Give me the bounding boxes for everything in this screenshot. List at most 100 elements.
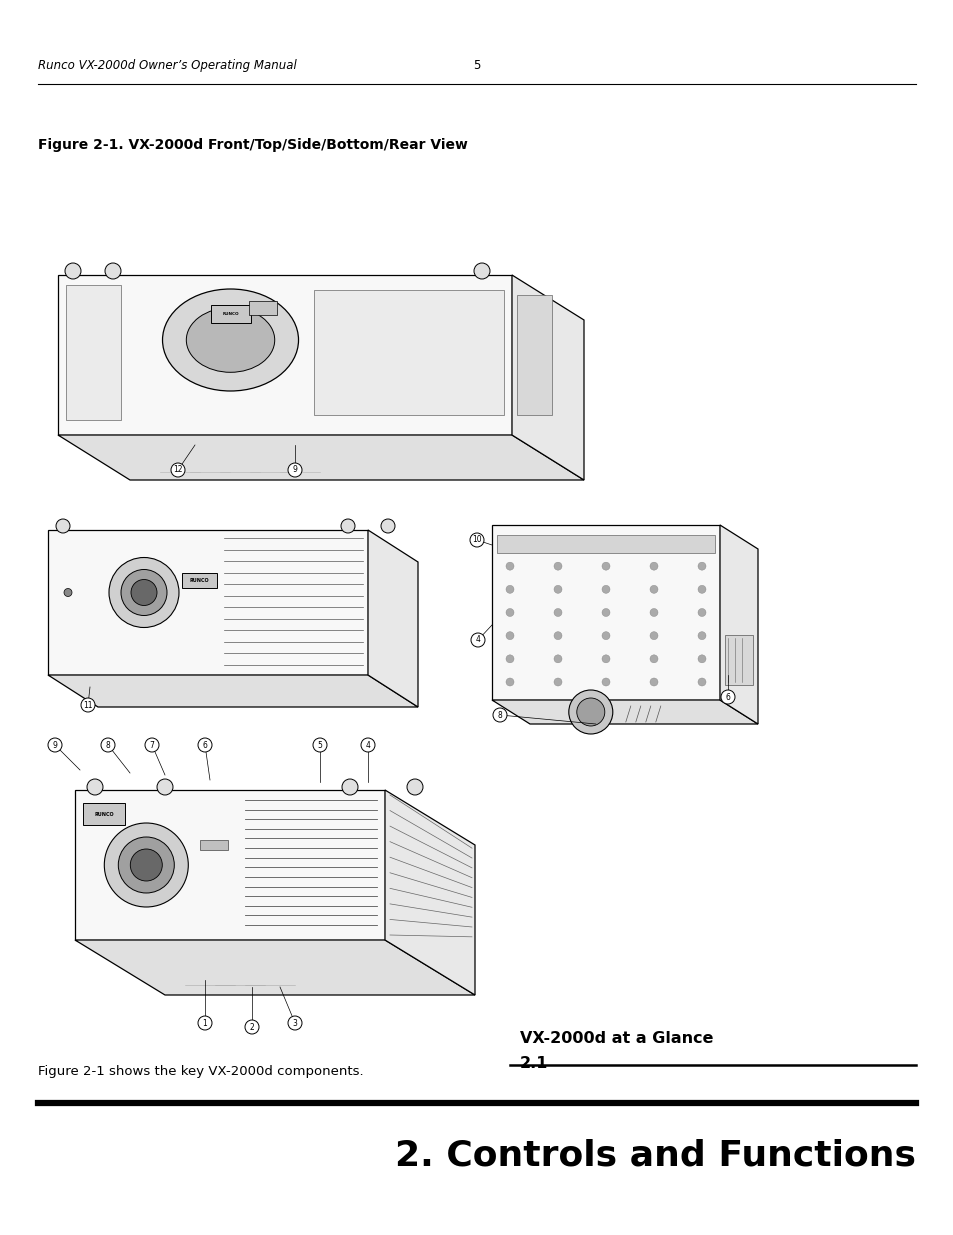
Circle shape (554, 585, 561, 593)
Polygon shape (492, 525, 720, 700)
Text: 5: 5 (473, 59, 480, 73)
FancyBboxPatch shape (314, 290, 503, 415)
FancyBboxPatch shape (497, 535, 714, 553)
Circle shape (157, 779, 172, 795)
Text: 5: 5 (317, 741, 322, 750)
Circle shape (121, 569, 167, 615)
Circle shape (380, 519, 395, 534)
Text: 11: 11 (83, 700, 92, 709)
Circle shape (554, 609, 561, 616)
Text: RUNCO: RUNCO (189, 578, 209, 583)
FancyBboxPatch shape (83, 803, 125, 825)
Text: Figure 2-1 shows the key VX-2000d components.: Figure 2-1 shows the key VX-2000d compon… (38, 1065, 363, 1078)
Text: 7: 7 (150, 741, 154, 750)
Circle shape (104, 823, 188, 906)
Circle shape (554, 631, 561, 640)
Text: RUNCO: RUNCO (222, 312, 238, 316)
Circle shape (601, 585, 609, 593)
Polygon shape (48, 530, 368, 676)
Circle shape (601, 631, 609, 640)
Circle shape (601, 655, 609, 663)
Circle shape (698, 538, 705, 547)
Text: Figure 2-1. VX-2000d Front/Top/Side/Bottom/Rear View: Figure 2-1. VX-2000d Front/Top/Side/Bott… (38, 138, 468, 152)
Circle shape (554, 678, 561, 685)
Circle shape (698, 562, 705, 571)
Text: 3: 3 (293, 1019, 297, 1028)
Text: 6: 6 (202, 741, 207, 750)
Polygon shape (75, 940, 475, 995)
Circle shape (649, 609, 658, 616)
Circle shape (577, 698, 604, 726)
Circle shape (554, 538, 561, 547)
Circle shape (601, 678, 609, 685)
Circle shape (101, 739, 115, 752)
Circle shape (288, 463, 302, 477)
Circle shape (649, 538, 658, 547)
FancyBboxPatch shape (200, 840, 228, 850)
Circle shape (649, 678, 658, 685)
Ellipse shape (186, 308, 274, 372)
Circle shape (649, 585, 658, 593)
Text: 12: 12 (173, 466, 183, 474)
Circle shape (505, 631, 514, 640)
Text: 4: 4 (365, 741, 370, 750)
Circle shape (698, 678, 705, 685)
Text: 9: 9 (293, 466, 297, 474)
Circle shape (407, 779, 422, 795)
Circle shape (81, 698, 95, 713)
Circle shape (568, 690, 612, 734)
Text: 6: 6 (725, 693, 730, 701)
Circle shape (505, 609, 514, 616)
Circle shape (340, 519, 355, 534)
Circle shape (474, 263, 490, 279)
Polygon shape (58, 275, 512, 435)
Text: RUNCO: RUNCO (94, 811, 113, 816)
Polygon shape (48, 676, 417, 706)
Polygon shape (385, 790, 475, 995)
Circle shape (505, 655, 514, 663)
Text: 9: 9 (52, 741, 57, 750)
Circle shape (245, 1020, 258, 1034)
Text: 2: 2 (250, 1023, 254, 1031)
Circle shape (698, 655, 705, 663)
Text: 10: 10 (472, 536, 481, 545)
Text: 2.1: 2.1 (519, 1056, 548, 1071)
Circle shape (118, 837, 174, 893)
Circle shape (145, 739, 159, 752)
Circle shape (313, 739, 327, 752)
Circle shape (64, 589, 71, 597)
Circle shape (470, 534, 483, 547)
FancyBboxPatch shape (211, 305, 251, 324)
Circle shape (87, 779, 103, 795)
Circle shape (698, 631, 705, 640)
Circle shape (698, 585, 705, 593)
Polygon shape (58, 435, 583, 480)
Text: 4: 4 (475, 636, 480, 645)
Circle shape (505, 562, 514, 571)
FancyBboxPatch shape (724, 635, 752, 685)
Circle shape (698, 609, 705, 616)
Text: Runco VX-2000d Owner’s Operating Manual: Runco VX-2000d Owner’s Operating Manual (38, 59, 296, 73)
Circle shape (649, 562, 658, 571)
Circle shape (505, 585, 514, 593)
Text: 1: 1 (202, 1019, 207, 1028)
Ellipse shape (162, 289, 298, 391)
Text: VX-2000d at a Glance: VX-2000d at a Glance (519, 1031, 713, 1046)
Circle shape (171, 463, 185, 477)
Circle shape (105, 263, 121, 279)
Circle shape (109, 557, 179, 627)
Circle shape (505, 538, 514, 547)
Circle shape (131, 848, 162, 881)
FancyBboxPatch shape (249, 301, 276, 315)
FancyBboxPatch shape (517, 295, 552, 415)
Circle shape (493, 708, 506, 722)
Circle shape (601, 562, 609, 571)
Circle shape (198, 1016, 212, 1030)
Polygon shape (368, 530, 417, 706)
Circle shape (48, 739, 62, 752)
Circle shape (505, 678, 514, 685)
Polygon shape (512, 275, 583, 480)
Text: 8: 8 (497, 710, 502, 720)
Circle shape (601, 538, 609, 547)
Circle shape (56, 519, 70, 534)
